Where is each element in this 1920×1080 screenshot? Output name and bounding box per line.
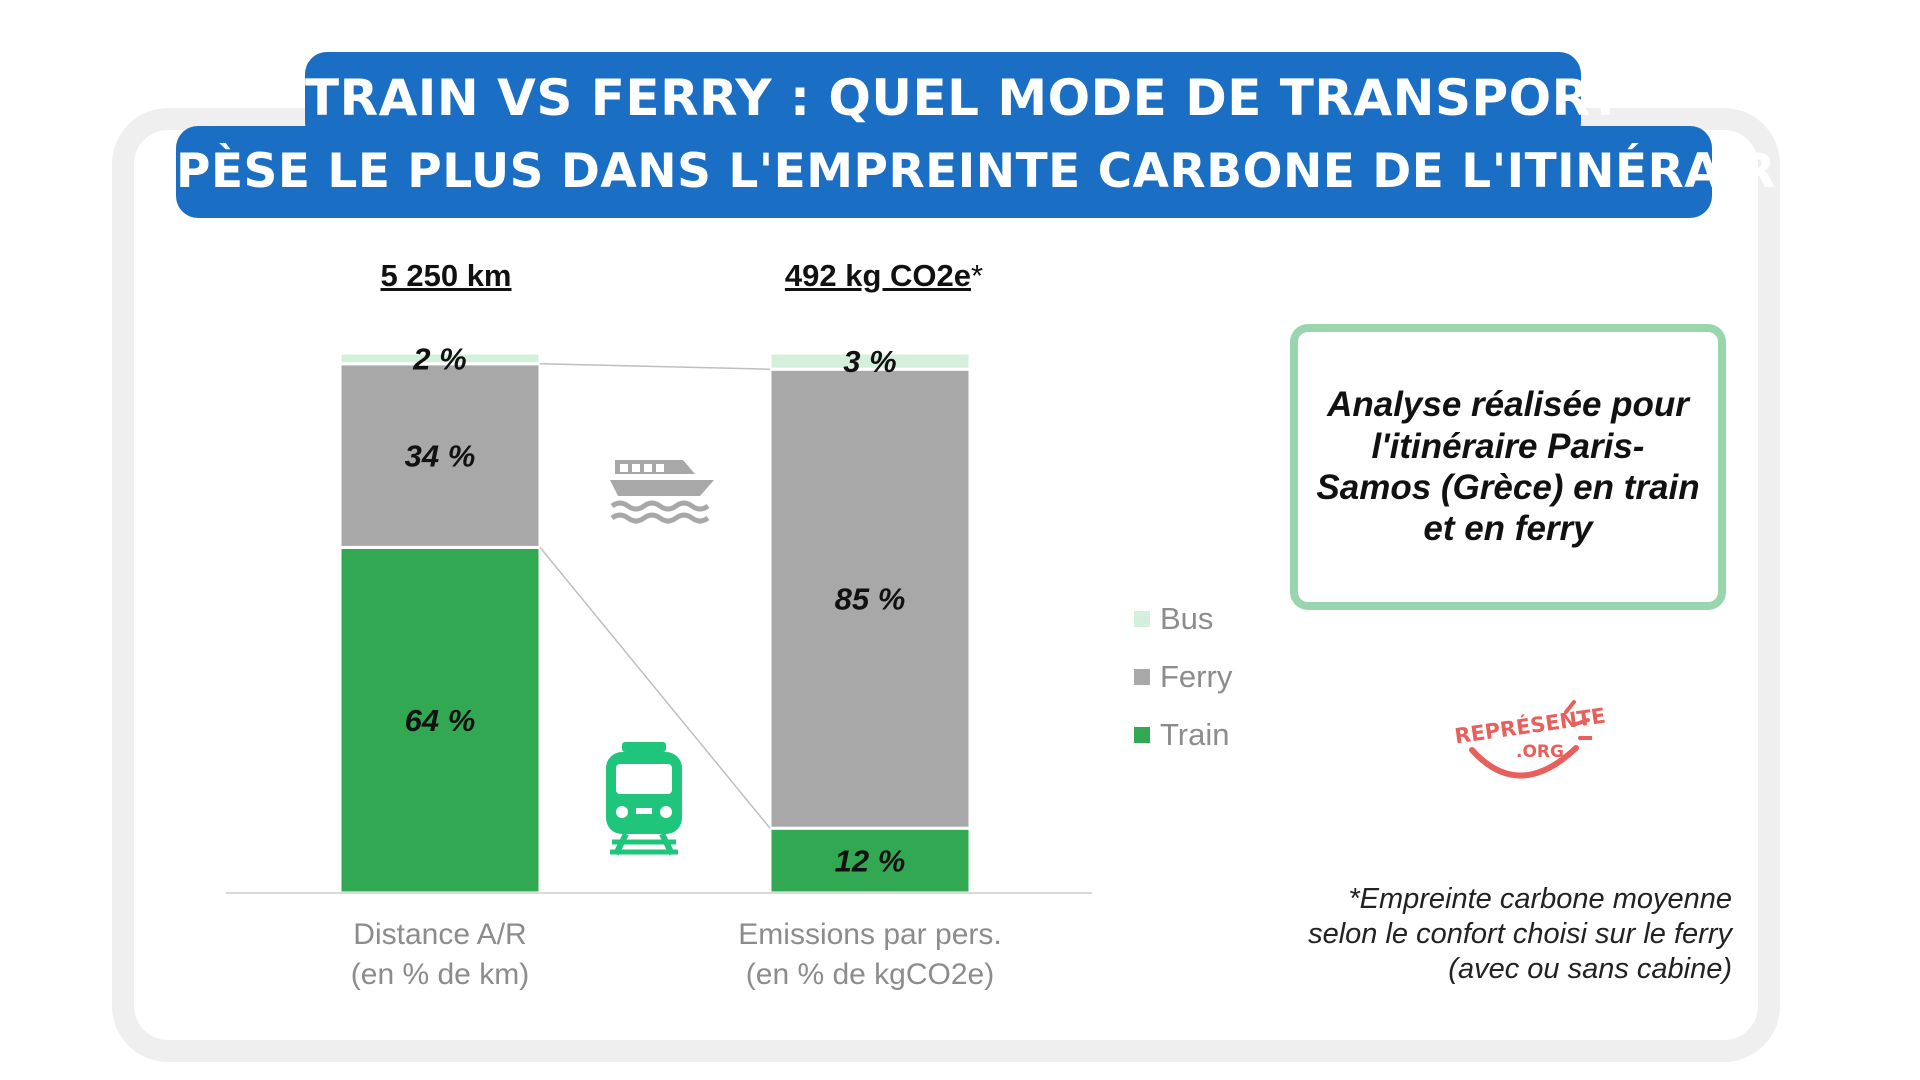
data-label-train-1: 12 % <box>835 844 906 879</box>
emissions-header: 492 kg CO2e* <box>734 258 1034 294</box>
bar-bus-1 <box>768 351 972 371</box>
data-label-bus-1: 3 % <box>843 344 896 379</box>
legend-swatch-bus <box>1134 611 1150 627</box>
distance-header-text: 5 250 km <box>380 258 512 293</box>
train-icon <box>606 742 682 856</box>
data-label-bus-0: 2 % <box>412 341 466 376</box>
bar-ferry-0 <box>338 362 542 549</box>
data-label-ferry-0: 34 % <box>405 439 476 474</box>
legend-item-ferry: Ferry <box>1134 648 1232 706</box>
emissions-header-text: 492 kg CO2e <box>784 258 972 293</box>
bar-ferry-1 <box>768 367 972 830</box>
representer-logo: REPRÉSENTE .ORG <box>1453 690 1607 790</box>
analysis-note: Analyse réalisée pour l'itinéraire Paris… <box>1290 324 1726 610</box>
ferry-icon <box>610 460 714 524</box>
distance-header: 5 250 km <box>336 258 556 294</box>
legend-swatch-train <box>1134 727 1150 743</box>
footnote: *Empreinte carbone moyenne selon le conf… <box>1308 883 1732 985</box>
category-label-0-1: (en % de km) <box>351 958 529 991</box>
legend-label-train: Train <box>1160 717 1230 752</box>
analysis-note-text: Analyse réalisée pour l'itinéraire Paris… <box>1316 385 1700 549</box>
legend: Bus Ferry Train <box>1134 590 1232 764</box>
category-label-1-0: Emissions par pers. <box>738 918 1001 951</box>
bar-train-1 <box>768 826 972 895</box>
category-label-1-1: (en % de kgCO2e) <box>746 958 994 991</box>
connector-line-1 <box>539 363 771 370</box>
data-label-train-0: 64 % <box>405 703 476 738</box>
data-label-ferry-1: 85 % <box>835 582 906 617</box>
legend-swatch-ferry <box>1134 669 1150 685</box>
logo-text-line2: .ORG <box>1516 742 1564 762</box>
emissions-header-star: * <box>971 258 984 293</box>
legend-label-ferry: Ferry <box>1160 659 1233 694</box>
logo-smile <box>1469 700 1592 779</box>
legend-item-bus: Bus <box>1134 590 1232 648</box>
category-label-0-0: Distance A/R <box>353 918 526 951</box>
bar-bus-0 <box>338 351 542 366</box>
connector-line-0 <box>539 546 771 829</box>
title-line-2: PÈSE LE PLUS DANS L'EMPREINTE CARBONE DE… <box>176 126 1853 218</box>
legend-item-train: Train <box>1134 706 1232 764</box>
legend-label-bus: Bus <box>1160 601 1214 636</box>
